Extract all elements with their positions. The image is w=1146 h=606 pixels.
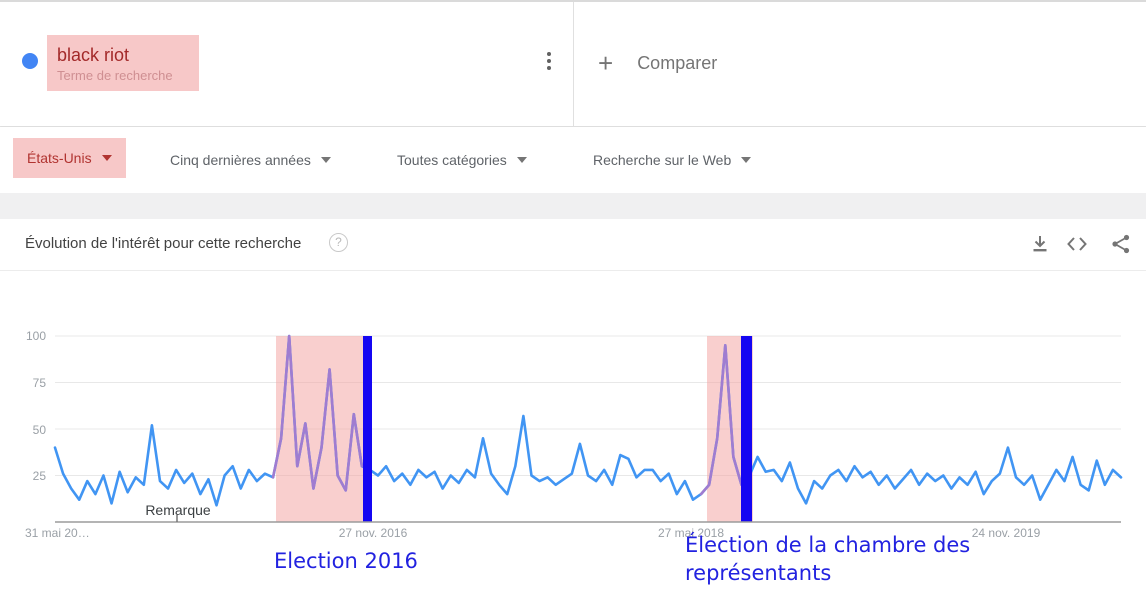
series-color-dot: [22, 53, 38, 69]
x-tick-nov-2019: 24 nov. 2019: [971, 526, 1041, 540]
search-type-label: Recherche sur le Web: [593, 152, 732, 168]
search-term-label: black riot: [57, 45, 130, 65]
filter-bar: États-Unis Cinq dernières années Toutes …: [0, 127, 1146, 193]
y-tick-100: 100: [25, 329, 46, 343]
search-type-filter[interactable]: Recherche sur le Web: [593, 127, 752, 193]
section-title: Évolution de l'intérêt pour cette recher…: [25, 235, 302, 252]
page-background-band: [0, 193, 1146, 219]
region-filter-label: États-Unis: [27, 150, 92, 166]
help-icon[interactable]: ?: [329, 233, 348, 252]
search-term-type: Terme de recherche: [57, 68, 173, 83]
category-label: Toutes catégories: [397, 152, 507, 168]
time-range-label: Cinq dernières années: [170, 152, 311, 168]
chevron-down-icon: [741, 157, 752, 163]
compare-label: Comparer: [637, 52, 718, 73]
time-range-filter[interactable]: Cinq dernières années: [170, 127, 331, 193]
x-tick-start-date: 31 mai 20…: [25, 526, 90, 540]
share-icon[interactable]: [1110, 233, 1132, 255]
term-cards-row: black riot Terme de recherche + Comparer: [0, 2, 1146, 127]
x-tick-mai-2018: 27 mai 2018: [657, 526, 725, 540]
plus-icon: +: [598, 48, 614, 78]
compare-button[interactable]: + Comparer: [598, 48, 717, 78]
embed-code-icon[interactable]: [1066, 233, 1088, 255]
download-icon[interactable]: [1029, 233, 1051, 255]
search-term-card: black riot Terme de recherche: [47, 35, 199, 91]
header-divider: [0, 126, 1146, 127]
remarque-note-link[interactable]: Remarque: [145, 502, 211, 518]
chevron-down-icon: [320, 157, 331, 163]
chart-header-divider: [0, 270, 1146, 271]
annotation-election-chambre: Élection de la chambre des représentants: [685, 533, 971, 585]
region-filter[interactable]: États-Unis: [13, 138, 126, 178]
chevron-down-icon: [101, 155, 112, 161]
category-filter[interactable]: Toutes catégories: [397, 127, 527, 193]
annotation-election-2016: Election 2016: [274, 549, 418, 573]
kebab-menu-icon[interactable]: [542, 52, 556, 76]
y-tick-75: 75: [32, 376, 46, 390]
y-tick-25: 25: [32, 469, 46, 483]
chevron-down-icon: [516, 157, 527, 163]
y-tick-50: 50: [32, 423, 46, 437]
card-divider: [573, 2, 574, 126]
x-tick-nov-2016: 27 nov. 2016: [338, 526, 408, 540]
